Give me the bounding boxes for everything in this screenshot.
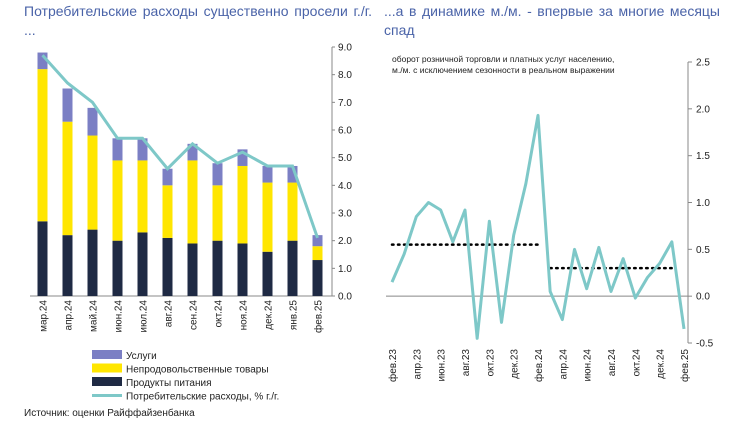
bar-segment <box>112 160 123 241</box>
bar-segment <box>37 221 48 296</box>
y-tick-label: 1.0 <box>338 264 352 275</box>
bar-segment <box>137 138 148 161</box>
y-tick-label: 3.0 <box>338 209 352 220</box>
bar-segment <box>112 138 123 161</box>
mom-series-line <box>390 113 686 340</box>
bar-segment <box>312 235 323 247</box>
left-chart-title: Потребительские расходы существенно прос… <box>24 3 372 38</box>
y-tick-label: 0.0 <box>696 292 710 303</box>
x-tick-label: апр.24 <box>64 300 75 331</box>
legend-swatch <box>92 350 122 359</box>
x-tick-label: окт.23 <box>485 349 496 377</box>
annotation-line: м./м. с исключением сезонности в реально… <box>392 65 615 75</box>
x-tick-label: авг.24 <box>607 349 618 377</box>
bar-segment <box>137 160 148 233</box>
bar-segment <box>37 69 48 222</box>
legend-label: Услуги <box>126 351 157 362</box>
bar-segment <box>62 235 73 296</box>
x-tick-label: мар.24 <box>39 300 50 332</box>
bar-segment <box>287 182 298 241</box>
bar-segment <box>112 240 123 296</box>
x-tick-label: май.24 <box>89 300 100 332</box>
source-note: Источник: оценки Райффайзенбанка <box>24 407 195 419</box>
y-tick-label: -0.5 <box>696 339 714 350</box>
bar-segment <box>212 163 223 186</box>
bar-segment <box>262 251 273 296</box>
y-tick-label: 4.0 <box>338 181 352 192</box>
right-chart-title: ...а в динамике м./м. - впервые за многи… <box>384 3 720 38</box>
bar-segment <box>237 149 248 166</box>
y-tick-label: 2.0 <box>696 104 710 115</box>
x-tick-label: ноя.24 <box>239 300 250 331</box>
legend: Услуги Непродовольственные товары Продукты… <box>92 350 279 403</box>
legend-label: Непродовольственные товары <box>126 365 269 376</box>
y-tick-label: 0.5 <box>696 245 710 256</box>
annotation: оборот розничной торговли и платных услу… <box>392 54 615 75</box>
bar-segment <box>162 237 173 296</box>
bar-segment <box>262 182 273 252</box>
mom-line-chart: -0.5 0.0 0.5 1.0 1.5 2.0 2.5 оборот розничной т… <box>386 54 714 382</box>
y-tick-label: 9.0 <box>338 43 352 54</box>
bar-segment <box>187 143 198 161</box>
bar-segment <box>87 135 98 230</box>
bar-segment <box>187 160 198 244</box>
legend-swatch <box>92 377 122 386</box>
x-tick-label: фев.25 <box>313 300 325 333</box>
legend-swatch <box>92 363 122 373</box>
bar-segment <box>162 168 173 186</box>
bar-segment <box>262 165 273 183</box>
y-tick-label: 1.5 <box>696 151 710 162</box>
x-tick-label: дек.24 <box>264 300 275 330</box>
bar-segment <box>212 185 223 241</box>
bar-segment <box>62 121 73 236</box>
x-tick-label: фев.25 <box>679 349 691 382</box>
legend-label: Потребительские расходы, % г./г. <box>126 391 279 403</box>
y-tick-label: 2.0 <box>338 236 352 247</box>
y-tick-label: 6.0 <box>338 126 352 137</box>
x-tick-label: окт.24 <box>214 300 225 328</box>
x-tick-label: июн.24 <box>583 349 594 382</box>
x-tick-label: окт.24 <box>631 349 642 377</box>
x-tick-label: янв.25 <box>289 300 300 331</box>
y-tick-label: 2.5 <box>696 58 710 69</box>
bar-segment <box>312 246 323 261</box>
bar-segment <box>37 52 48 70</box>
bar-segment <box>312 260 323 296</box>
bar-segment <box>237 165 248 244</box>
bar-segment <box>62 88 73 122</box>
consumer-spending-line <box>41 54 319 239</box>
y-tick-label: 1.0 <box>696 198 710 209</box>
bar-segment <box>287 165 298 183</box>
bar-segment <box>212 240 223 296</box>
annotation-line: оборот розничной торговли и платных услу… <box>392 54 614 64</box>
bar-segment <box>287 240 298 296</box>
y-tick-label: 7.0 <box>338 98 352 109</box>
bar-segment <box>187 243 198 296</box>
x-tick-label: фев.24 <box>533 349 545 382</box>
x-tick-label: апр.23 <box>412 349 423 380</box>
x-tick-label: апр.24 <box>558 349 569 380</box>
bar-segment <box>237 243 248 296</box>
bar-segment <box>87 107 98 136</box>
bar-segment <box>162 185 173 238</box>
y-tick-label: 8.0 <box>338 70 352 81</box>
x-tick-label: июн.23 <box>437 349 448 382</box>
x-tick-label: июн.24 <box>114 300 125 333</box>
x-tick-label: дек.23 <box>510 349 521 379</box>
x-tick-label: авг.23 <box>461 349 472 377</box>
stacked-bar-chart: 0.0 1.0 2.0 3.0 4.0 5.0 6.0 7.0 8.0 9.0 мар.24 апр.… <box>30 43 352 333</box>
y-tick-label: 0.0 <box>338 292 352 303</box>
x-tick-label: дек.24 <box>656 349 667 379</box>
legend-label: Продукты питания <box>126 378 212 389</box>
bar-segment <box>87 229 98 296</box>
y-tick-label: 5.0 <box>338 153 352 164</box>
x-tick-label: авг.24 <box>164 300 175 328</box>
x-tick-label: сен.24 <box>189 300 200 330</box>
bar-segment <box>137 232 148 296</box>
x-tick-label: июл.24 <box>139 300 150 333</box>
x-tick-label: фев.23 <box>387 349 399 382</box>
